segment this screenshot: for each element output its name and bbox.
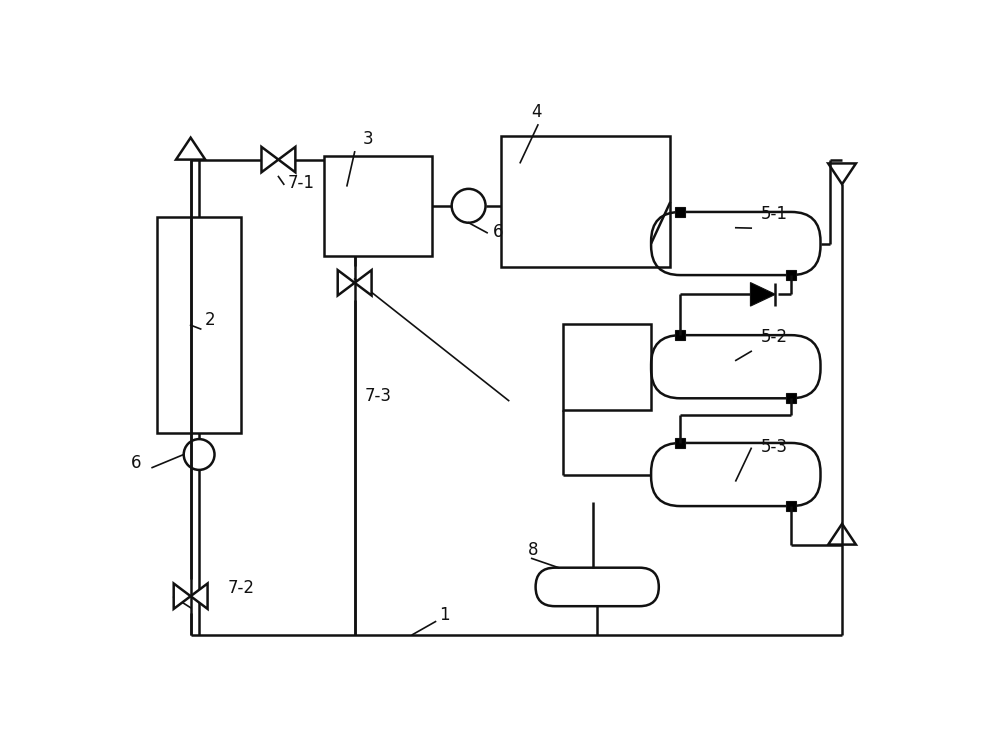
Text: 7-1: 7-1 bbox=[288, 174, 315, 192]
Text: 2: 2 bbox=[205, 311, 215, 329]
Bar bbox=[786, 393, 796, 404]
Bar bbox=[675, 330, 685, 340]
Polygon shape bbox=[355, 270, 372, 295]
Bar bbox=[324, 156, 432, 256]
Text: 7-3: 7-3 bbox=[365, 386, 392, 404]
Bar bbox=[563, 324, 651, 410]
Text: 7-2: 7-2 bbox=[228, 579, 255, 597]
Text: 1: 1 bbox=[439, 606, 450, 624]
Polygon shape bbox=[174, 583, 191, 609]
Text: 8: 8 bbox=[528, 541, 538, 559]
Polygon shape bbox=[261, 147, 278, 172]
Polygon shape bbox=[191, 583, 208, 609]
Polygon shape bbox=[278, 147, 295, 172]
Text: 5-3: 5-3 bbox=[760, 438, 787, 457]
Bar bbox=[157, 217, 241, 433]
Bar bbox=[675, 207, 685, 217]
Text: 3: 3 bbox=[362, 131, 373, 148]
Polygon shape bbox=[750, 283, 775, 306]
Text: 6: 6 bbox=[493, 222, 504, 241]
Text: 6: 6 bbox=[131, 454, 141, 471]
Bar bbox=[786, 501, 796, 511]
Bar bbox=[675, 438, 685, 448]
Text: 5-1: 5-1 bbox=[760, 205, 787, 223]
Text: 4: 4 bbox=[532, 103, 542, 122]
Bar bbox=[501, 137, 670, 267]
Polygon shape bbox=[338, 270, 355, 295]
Bar bbox=[786, 270, 796, 280]
Text: 5-2: 5-2 bbox=[760, 328, 787, 346]
